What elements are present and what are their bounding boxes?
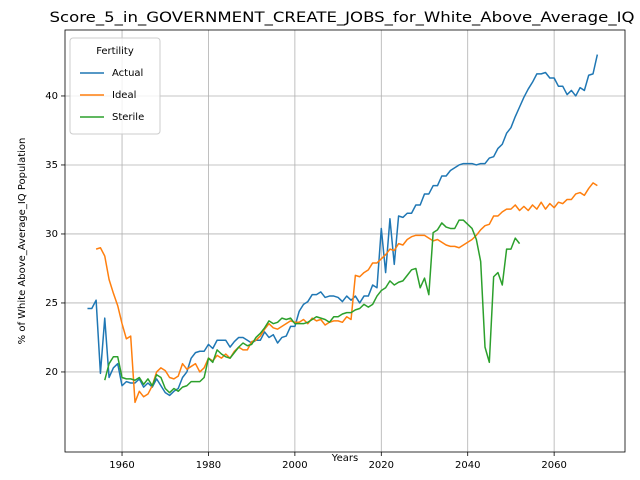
legend-label: Actual [112, 68, 143, 79]
legend-title: Fertility [96, 46, 134, 57]
legend-label: Sterile [112, 112, 144, 123]
legend-label: Ideal [112, 90, 136, 101]
y-tick-label: 20 [45, 367, 58, 378]
data-line [87, 54, 599, 397]
y-tick-label: 30 [45, 229, 58, 240]
y-tick-label: 40 [45, 91, 58, 102]
x-tick-label: 2040 [455, 460, 480, 471]
x-tick-label: 2060 [541, 460, 566, 471]
x-axis-label: Years [331, 453, 358, 464]
x-tick-label: 1960 [109, 460, 134, 471]
legend: Fertility Actual Ideal Sterile [69, 37, 161, 135]
chart-title: Score_5_in_GOVERNMENT_CREATE_JOBS_for_Wh… [50, 10, 635, 26]
x-tick-label: 2000 [282, 460, 307, 471]
y-axis-label: % of White Above_Average_IQ Population [17, 138, 28, 345]
y-tick-label: 25 [45, 298, 58, 309]
x-tick-label: 1980 [196, 460, 221, 471]
x-tick-label: 2020 [369, 460, 394, 471]
plot-frame [64, 29, 626, 453]
y-tick-label: 35 [45, 160, 58, 171]
data-line [95, 182, 598, 404]
data-line [104, 219, 521, 394]
legend-box [69, 37, 161, 135]
